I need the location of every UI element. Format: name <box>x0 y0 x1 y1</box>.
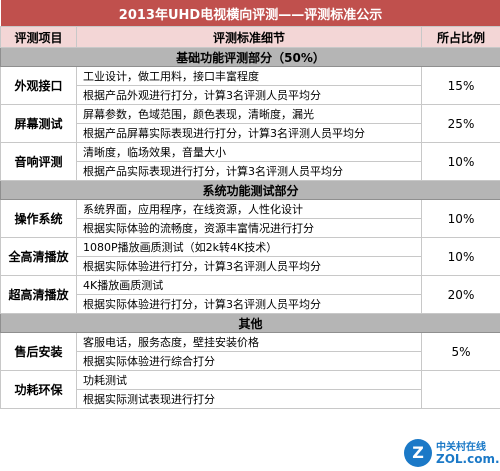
table-row: 根据产品外观进行打分，计算3名评测人员平均分 <box>1 85 500 105</box>
table-row: 操作系统 系统界面，应用程序，在线资源，人性化设计 10% <box>0 199 500 238</box>
detail-text: 根据实际体验进行打分，计算3名评测人员平均分 <box>76 294 422 314</box>
detail-text: 根据实际体验进行综合打分 <box>76 351 422 371</box>
detail-text: 4K播放画质测试 <box>76 275 422 295</box>
table-title: 2013年UHD电视横向评测——评测标准公示 <box>0 0 500 27</box>
percent-value: 10% <box>420 199 500 238</box>
detail-text: 清晰度，临场效果，音量大小 <box>76 142 422 162</box>
table-row: 全高清播放 1080P播放画质测试（如2k转4K技术） 10% <box>0 237 500 276</box>
section-other: 其他 <box>0 313 500 333</box>
percent-value: 10% <box>420 237 500 276</box>
item-name: 全高清播放 <box>0 237 77 276</box>
col-header-percent: 所占比例 <box>420 26 500 48</box>
detail-text: 屏幕参数，色域范围，颜色表现，清晰度，漏光 <box>76 104 422 124</box>
item-name: 音响评测 <box>0 142 77 181</box>
zol-logo-icon: Z <box>404 439 432 467</box>
zol-watermark: Z 中关村在线 ZOL.com.cn <box>404 437 500 469</box>
table-row: 屏幕测试 屏幕参数，色域范围，颜色表现，清晰度，漏光 25% <box>0 104 500 143</box>
detail-text: 根据产品实际表现进行打分，计算3名评测人员平均分 <box>76 161 422 181</box>
detail-text: 根据产品屏幕实际表现进行打分，计算3名评测人员平均分 <box>76 123 422 143</box>
table-row: 外观接口 工业设计，做工用料，接口丰富程度 15% <box>0 66 500 105</box>
percent-value: 10% <box>420 142 500 181</box>
item-name: 外观接口 <box>0 66 77 105</box>
detail-text: 功耗测试 <box>76 370 422 390</box>
detail-text: 根据产品外观进行打分，计算3名评测人员平均分 <box>76 85 422 105</box>
percent-value: 25% <box>420 104 500 143</box>
table-row: 超高清播放 4K播放画质测试 20% <box>0 275 500 314</box>
item-name: 售后安装 <box>0 332 77 371</box>
percent-value: 20% <box>420 275 500 314</box>
standards-table: 2013年UHD电视横向评测——评测标准公示 评测项目 评测标准细节 所占比例 … <box>0 0 500 409</box>
item-name: 功耗环保 <box>0 370 77 409</box>
percent-value: 15% <box>420 66 500 105</box>
col-header-item: 评测项目 <box>0 26 77 48</box>
percent-value <box>420 370 500 409</box>
section-system: 系统功能测试部分 <box>0 180 500 200</box>
detail-text: 1080P播放画质测试（如2k转4K技术） <box>76 237 422 257</box>
table-row: 售后安装 客服电话，服务态度，壁挂安装价格 5% <box>0 332 500 371</box>
detail-text: 工业设计，做工用料，接口丰富程度 <box>76 66 422 86</box>
table-row: 功耗环保 功耗测试 <box>0 370 500 409</box>
detail-text: 根据实际体验的流畅度，资源丰富情况进行打分 <box>76 218 422 238</box>
table-row: 根据产品屏幕实际表现进行打分，计算3名评测人员平均分 <box>1 123 500 143</box>
section-basic: 基础功能评测部分（50%） <box>0 47 500 67</box>
item-name: 屏幕测试 <box>0 104 77 143</box>
detail-text: 根据实际体验进行打分，计算3名评测人员平均分 <box>76 256 422 276</box>
watermark-site-name: 中关村在线 <box>436 442 486 453</box>
table-row: 根据产品实际表现进行打分，计算3名评测人员平均分 <box>1 161 500 181</box>
item-name: 超高清播放 <box>0 275 77 314</box>
detail-text: 根据实际测试表现进行打分 <box>76 389 422 409</box>
watermark-domain: ZOL.com.cn <box>436 452 500 466</box>
table-row: 根据实际体验进行打分，计算3名评测人员平均分 <box>1 256 500 276</box>
table-row: 音响评测 清晰度，临场效果，音量大小 10% <box>0 142 500 181</box>
col-header-detail: 评测标准细节 <box>76 26 422 48</box>
table-row: 根据实际体验进行综合打分 <box>1 351 500 371</box>
item-name: 操作系统 <box>0 199 77 238</box>
table-row: 根据实际测试表现进行打分 <box>1 389 500 409</box>
detail-text: 客服电话，服务态度，壁挂安装价格 <box>76 332 422 352</box>
percent-value: 5% <box>420 332 500 371</box>
table-row: 根据实际体验进行打分，计算3名评测人员平均分 <box>1 294 500 314</box>
detail-text: 系统界面，应用程序，在线资源，人性化设计 <box>76 199 422 219</box>
